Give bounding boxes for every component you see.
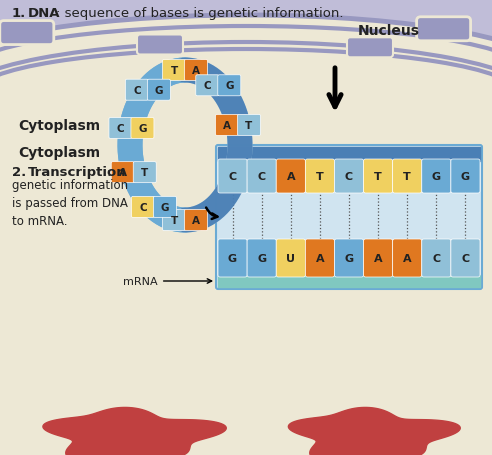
FancyBboxPatch shape xyxy=(247,160,276,193)
Text: T: T xyxy=(141,168,149,178)
Text: T: T xyxy=(170,66,178,76)
FancyBboxPatch shape xyxy=(218,160,247,193)
Text: Cytoplasm: Cytoplasm xyxy=(18,119,100,133)
Text: C: C xyxy=(117,124,124,134)
Text: 2.: 2. xyxy=(12,166,26,179)
Text: C: C xyxy=(133,86,141,96)
FancyBboxPatch shape xyxy=(125,80,149,101)
Text: C: C xyxy=(204,81,211,91)
Text: A: A xyxy=(119,168,127,178)
Text: mRNA: mRNA xyxy=(123,276,212,286)
FancyBboxPatch shape xyxy=(417,18,471,42)
FancyBboxPatch shape xyxy=(364,239,393,278)
Text: C: C xyxy=(461,253,469,263)
FancyBboxPatch shape xyxy=(162,210,185,231)
FancyBboxPatch shape xyxy=(335,160,364,193)
FancyBboxPatch shape xyxy=(451,160,480,193)
Text: 1.: 1. xyxy=(12,7,26,20)
Text: C: C xyxy=(345,172,353,182)
Text: T: T xyxy=(246,121,252,131)
Polygon shape xyxy=(288,408,461,455)
Text: T: T xyxy=(374,172,382,182)
Text: : sequence of bases is genetic information.: : sequence of bases is genetic informati… xyxy=(56,7,343,20)
FancyBboxPatch shape xyxy=(218,76,241,96)
Text: C: C xyxy=(228,172,237,182)
FancyBboxPatch shape xyxy=(422,239,451,278)
FancyBboxPatch shape xyxy=(137,35,183,56)
FancyBboxPatch shape xyxy=(196,76,219,96)
Text: G: G xyxy=(257,253,266,263)
FancyBboxPatch shape xyxy=(162,61,185,81)
FancyBboxPatch shape xyxy=(364,160,393,193)
Text: A: A xyxy=(192,216,200,226)
FancyBboxPatch shape xyxy=(347,38,393,58)
FancyBboxPatch shape xyxy=(306,160,335,193)
Text: T: T xyxy=(170,216,178,226)
Text: Nucleus: Nucleus xyxy=(358,24,420,38)
FancyBboxPatch shape xyxy=(218,239,247,278)
FancyBboxPatch shape xyxy=(247,239,276,278)
FancyBboxPatch shape xyxy=(154,197,177,218)
FancyBboxPatch shape xyxy=(0,21,54,46)
Text: Cytoplasm: Cytoplasm xyxy=(18,146,100,160)
FancyBboxPatch shape xyxy=(109,118,132,139)
FancyBboxPatch shape xyxy=(131,118,154,139)
Text: A: A xyxy=(286,172,295,182)
Text: A: A xyxy=(374,253,382,263)
FancyBboxPatch shape xyxy=(184,61,208,81)
Text: T: T xyxy=(316,172,324,182)
Text: G: G xyxy=(138,124,147,134)
Text: T: T xyxy=(403,172,411,182)
Polygon shape xyxy=(43,408,226,455)
FancyBboxPatch shape xyxy=(238,115,260,136)
Polygon shape xyxy=(0,16,492,455)
FancyBboxPatch shape xyxy=(276,239,306,278)
Text: G: G xyxy=(154,86,163,96)
FancyBboxPatch shape xyxy=(184,210,208,231)
FancyBboxPatch shape xyxy=(393,239,422,278)
FancyBboxPatch shape xyxy=(451,239,480,278)
FancyBboxPatch shape xyxy=(422,160,451,193)
FancyBboxPatch shape xyxy=(131,197,154,218)
Text: G: G xyxy=(228,253,237,263)
Bar xyxy=(218,275,480,288)
FancyBboxPatch shape xyxy=(276,160,306,193)
FancyBboxPatch shape xyxy=(335,239,364,278)
Text: DNA: DNA xyxy=(28,7,61,20)
Text: G: G xyxy=(225,81,234,91)
FancyBboxPatch shape xyxy=(215,115,239,136)
FancyBboxPatch shape xyxy=(133,162,156,183)
Text: G: G xyxy=(161,202,169,212)
FancyBboxPatch shape xyxy=(393,160,422,193)
Text: G: G xyxy=(461,172,470,182)
Text: G: G xyxy=(432,172,441,182)
Text: G: G xyxy=(344,253,354,263)
FancyBboxPatch shape xyxy=(216,146,482,289)
Text: C: C xyxy=(432,253,440,263)
Text: A: A xyxy=(315,253,324,263)
FancyBboxPatch shape xyxy=(147,80,170,101)
Text: Transcription: Transcription xyxy=(28,166,126,179)
FancyBboxPatch shape xyxy=(306,239,335,278)
Bar xyxy=(0,86,492,455)
Polygon shape xyxy=(0,0,492,98)
Text: :: : xyxy=(106,166,110,179)
Text: C: C xyxy=(139,202,147,212)
Text: C: C xyxy=(258,172,266,182)
Text: A: A xyxy=(192,66,200,76)
Text: A: A xyxy=(403,253,411,263)
Text: U: U xyxy=(286,253,295,263)
FancyBboxPatch shape xyxy=(111,162,134,183)
Text: genetic information
is passed from DNA
to mRNA.: genetic information is passed from DNA t… xyxy=(12,179,128,228)
Text: A: A xyxy=(223,121,231,131)
Bar xyxy=(218,148,480,162)
